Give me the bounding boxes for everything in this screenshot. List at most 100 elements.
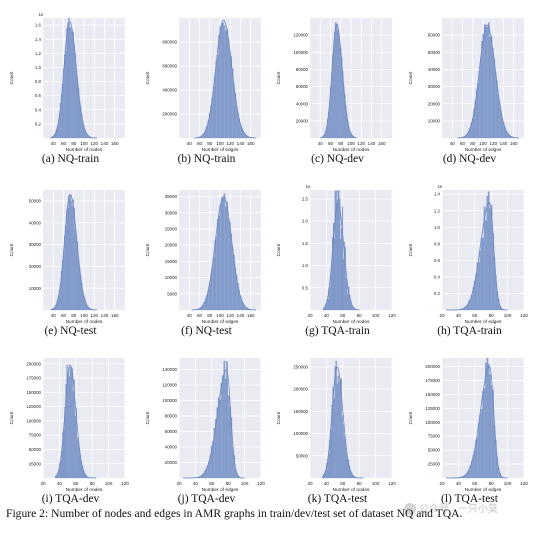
histogram-bar: [485, 26, 487, 139]
histogram-bar: [336, 384, 338, 479]
histogram-bar: [212, 87, 215, 139]
x-axis-label: Number of nodes: [66, 147, 103, 153]
histogram-panel: 40 60 80 100 120 140 160 0.2 0.4 0.6 0.8 1.0 1.2 1.4 1…: [8, 4, 133, 172]
x-tick-label: 120: [90, 313, 98, 318]
subfigure-caption: (g) TQA-train: [305, 325, 370, 337]
x-tick-label: 120: [226, 313, 234, 318]
histogram-bars: [445, 191, 508, 311]
y-tick-label: 30000: [428, 84, 441, 89]
histogram-bar: [340, 238, 342, 311]
histogram-bar: [74, 415, 76, 479]
x-tick-label: 140: [368, 141, 376, 146]
histogram-bar: [340, 47, 342, 139]
axis-offset-label: 1e: [306, 184, 311, 189]
histogram-bar: [334, 32, 336, 139]
kde-curve: [320, 23, 357, 139]
histogram-bar: [214, 240, 216, 311]
histogram-bar: [207, 289, 210, 311]
histogram-chart: 20 40 60 80 100 120 25000 50000 75000 100000 12500…: [408, 357, 528, 493]
x-tick-label: 20: [176, 481, 182, 486]
y-tick-label: 60000: [296, 84, 309, 89]
histogram-bar: [73, 44, 75, 139]
histogram-bar: [346, 459, 349, 479]
x-tick-label: 20: [439, 313, 445, 318]
histogram-bar: [493, 58, 495, 139]
histogram-bar: [490, 384, 493, 479]
histogram-bar: [226, 202, 228, 311]
x-tick-label: 80: [71, 313, 77, 318]
x-tick-label: 120: [388, 313, 396, 318]
y-tick-label: 120000: [293, 33, 308, 38]
y-tick-label: 1.5: [302, 241, 309, 246]
histogram-bar: [229, 222, 231, 311]
histogram-bar: [486, 26, 489, 139]
y-axis-label: Count: [408, 411, 414, 424]
x-tick-label: 40: [193, 481, 199, 486]
y-tick-label: 0.4: [434, 274, 441, 279]
histogram-bars: [322, 190, 360, 311]
x-axis-label: Number of nodes: [333, 319, 370, 325]
y-tick-label: 1.4: [434, 192, 441, 197]
x-tick-label: 160: [111, 313, 119, 318]
x-tick-label: 120: [388, 481, 396, 486]
y-tick-label: 20000: [29, 264, 42, 269]
histogram-bar: [237, 113, 239, 139]
histogram-bar: [227, 395, 230, 479]
y-tick-label: 1.4: [35, 37, 42, 42]
histogram-bar: [494, 72, 497, 139]
histogram-bar: [492, 48, 494, 139]
histogram-panel: 40 60 80 100 120 140 160 5000 10000 15000 20000 250…: [144, 176, 269, 344]
x-tick-label: 60: [197, 313, 203, 318]
histogram-bar: [339, 378, 341, 479]
histogram-bar: [227, 218, 230, 311]
subfigure-caption: (i) TQA-dev: [41, 493, 100, 505]
kde-curve: [50, 193, 97, 311]
histogram-bar: [63, 428, 65, 479]
y-tick-label: 400000: [162, 88, 177, 93]
x-tick-label: 80: [338, 141, 344, 146]
x-tick-label: 140: [101, 313, 109, 318]
histogram-bar: [479, 250, 482, 311]
histogram-bar: [65, 50, 67, 139]
histogram-bar: [479, 413, 482, 479]
histogram-bar: [476, 436, 479, 479]
histogram-bar: [480, 237, 483, 311]
histogram-bar: [331, 263, 333, 311]
x-axis-label: Number of nodes: [66, 319, 103, 325]
histogram-bar: [341, 415, 343, 479]
y-tick-label: 15000: [165, 259, 178, 264]
x-tick-label: 100: [504, 481, 512, 486]
histogram-bar: [334, 191, 336, 311]
histogram-bars: [191, 193, 257, 311]
histogram-bar: [327, 298, 329, 311]
x-tick-label: 120: [520, 481, 528, 486]
histogram-panel: 20 40 60 80 100 120 0.5 1.0 1.5 2.0 2.5 1e Number of…: [275, 176, 400, 344]
subfigure-caption: (j) TQA-dev: [177, 493, 236, 505]
plot-area: [43, 358, 125, 478]
x-axis-label: Number of edges: [202, 147, 239, 153]
x-tick-label: 40: [187, 313, 193, 318]
x-tick-label: 80: [489, 313, 495, 318]
y-tick-label: 50000: [29, 199, 42, 204]
histogram-bar: [64, 235, 66, 311]
histogram-bar: [471, 295, 473, 311]
histogram-bar: [68, 195, 70, 311]
histogram-bar: [339, 42, 341, 139]
histogram-bar: [469, 299, 472, 311]
histogram-bar: [71, 206, 73, 311]
y-tick-label: 120000: [162, 383, 177, 388]
histogram-bar: [482, 237, 484, 311]
y-tick-label: 2.0: [302, 219, 309, 224]
x-tick-label: 60: [472, 313, 478, 318]
histogram-bar: [482, 34, 485, 139]
histogram-bar: [480, 409, 483, 479]
x-axis-label: Number of edges: [465, 487, 502, 493]
histogram-bar: [219, 26, 222, 139]
histogram-chart: 20 40 60 80 100 120 20000 40000 60000 80000 100000…: [145, 358, 265, 493]
histogram-bar: [483, 24, 486, 139]
histogram-bar: [336, 24, 338, 139]
y-tick-label: 150000: [293, 409, 308, 414]
histogram-chart: 20 40 60 80 100 120 0.2 0.4 0.6 0.8 1.0 1.2 1.4 1e Num…: [408, 184, 528, 325]
x-tick-label: 100: [372, 313, 380, 318]
subfigure-caption: (b) NQ-train: [177, 153, 236, 165]
